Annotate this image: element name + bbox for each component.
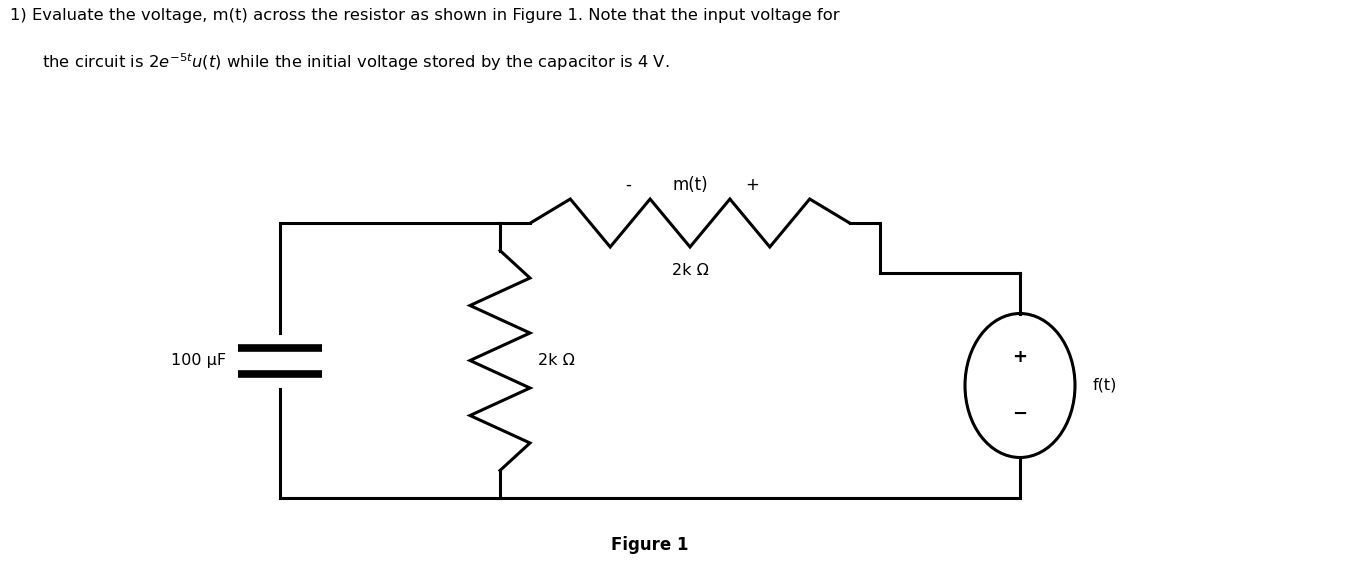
Text: f(t): f(t) <box>1092 378 1117 393</box>
Text: 2k Ω: 2k Ω <box>671 263 708 278</box>
Text: +: + <box>745 176 759 194</box>
Text: +: + <box>1012 349 1027 367</box>
Text: m(t): m(t) <box>673 176 708 194</box>
Text: 100 μF: 100 μF <box>170 353 226 368</box>
Text: 1) Evaluate the voltage, m(t) across the resistor as shown in Figure 1. Note tha: 1) Evaluate the voltage, m(t) across the… <box>10 8 839 23</box>
Text: -: - <box>625 176 631 194</box>
Text: Figure 1: Figure 1 <box>612 536 689 554</box>
Text: −: − <box>1012 405 1027 423</box>
Text: the circuit is $2e^{-5t}u(t)$ while the initial voltage stored by the capacitor : the circuit is $2e^{-5t}u(t)$ while the … <box>42 51 670 73</box>
Text: 2k Ω: 2k Ω <box>538 353 575 368</box>
